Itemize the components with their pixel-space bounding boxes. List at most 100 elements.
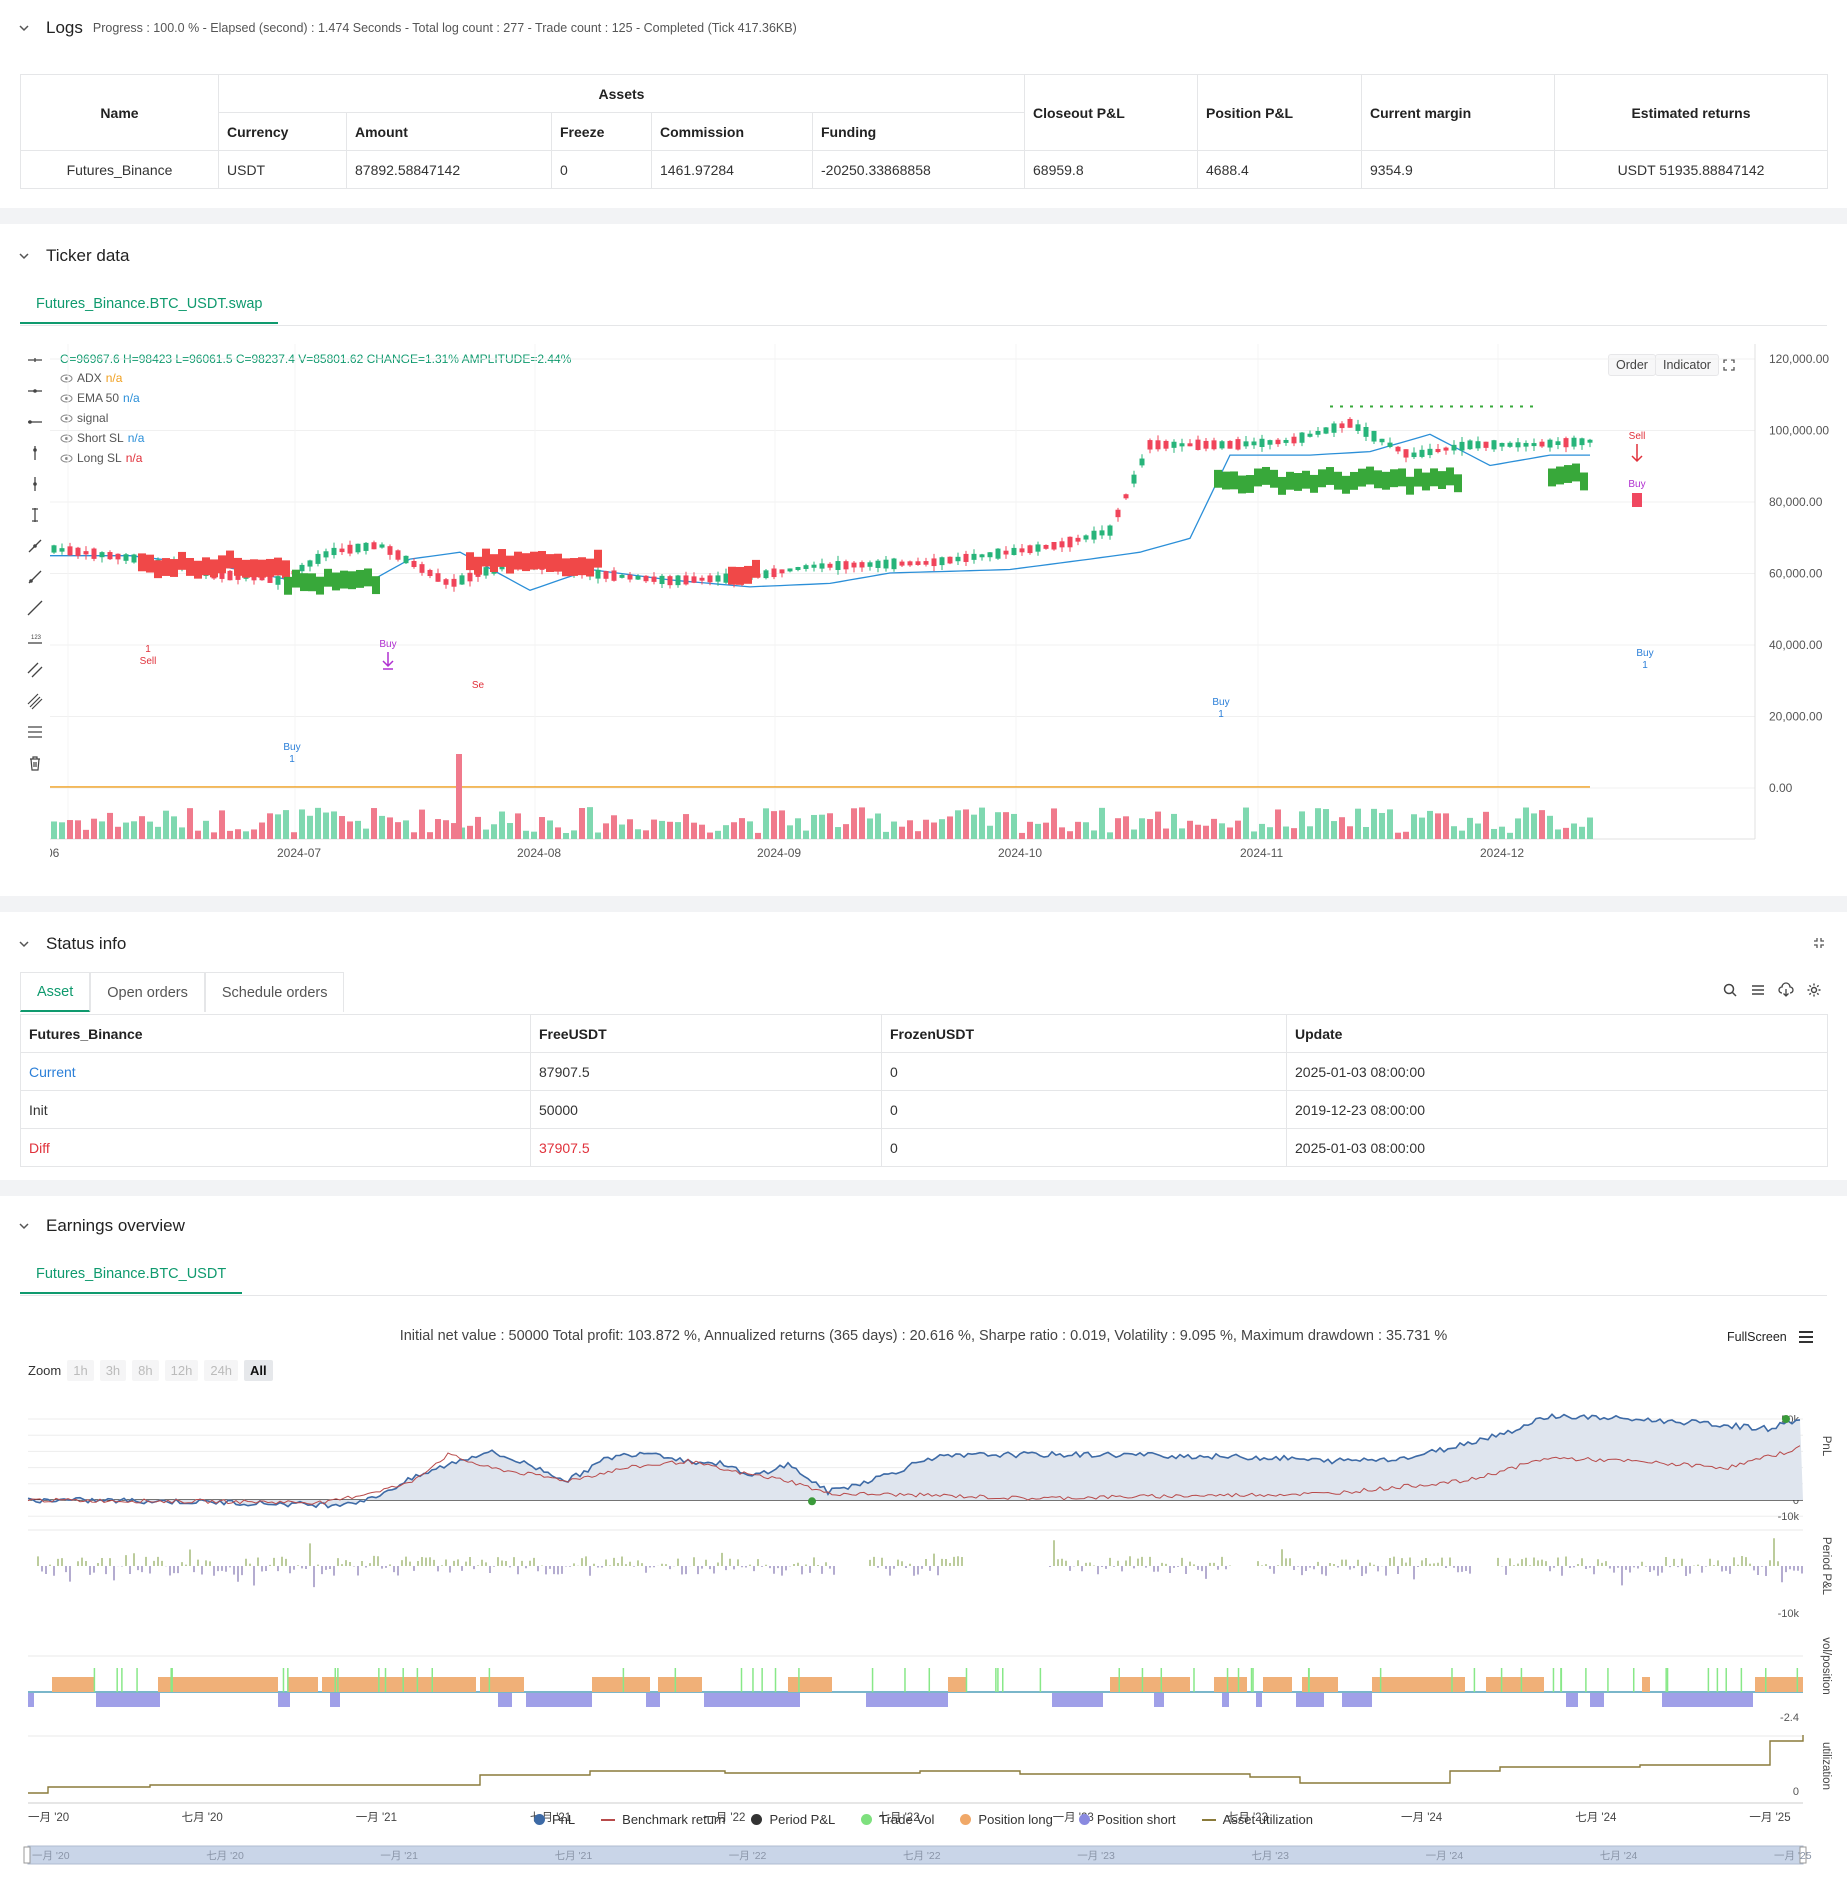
x-tick-label: 一月 '24 (1401, 1812, 1443, 1824)
zoom-24h[interactable]: 24h (204, 1360, 239, 1381)
volume-bar (419, 809, 425, 839)
tab-ticker-symbol[interactable]: Futures_Binance.BTC_USDT.swap (20, 286, 279, 324)
eye-icon[interactable] (60, 414, 73, 423)
extended-line-icon[interactable] (26, 599, 44, 617)
cell-margin: 9354.9 (1361, 150, 1555, 189)
fib-retracement-icon[interactable] (26, 723, 44, 741)
candle-body (723, 573, 729, 583)
chevron-down-icon[interactable] (18, 22, 30, 34)
zoom-3h[interactable]: 3h (99, 1360, 127, 1381)
logs-meta: Progress : 100.0 % - Elapsed (second) : … (92, 21, 797, 35)
volume-bar (1515, 818, 1521, 839)
volume-bar (363, 828, 369, 839)
candle-body (1195, 439, 1201, 450)
vertical-line-icon[interactable] (26, 444, 44, 462)
volume-bar (987, 825, 993, 839)
candle-body (1459, 441, 1465, 451)
zoom-12h[interactable]: 12h (164, 1360, 199, 1381)
measure-icon[interactable]: 123 (26, 630, 44, 648)
short-sl-block (578, 557, 586, 576)
candle-body (403, 555, 409, 564)
indicator-short-sl[interactable]: Short SL n/a (60, 431, 144, 445)
sl-dot (1330, 405, 1333, 408)
tab-open-orders[interactable]: Open orders (90, 972, 205, 1012)
volume-bar (1083, 822, 1089, 839)
ticker-header[interactable]: Ticker data (18, 242, 129, 270)
horizontal-ray-icon[interactable] (26, 413, 44, 431)
eye-icon[interactable] (60, 454, 73, 463)
sl-dot (1530, 405, 1533, 408)
volume-bar (699, 824, 705, 839)
volume-bar (1579, 826, 1585, 839)
sl-dot (1460, 405, 1463, 408)
search-icon[interactable] (1722, 982, 1738, 998)
legend-asset-util[interactable]: Asset utilization (1201, 1812, 1313, 1827)
zoom-all[interactable]: All (244, 1360, 273, 1381)
short-sl-block (586, 558, 594, 577)
indicator-ema50[interactable]: EMA 50 n/a (60, 391, 140, 405)
indicator-adx[interactable]: ADX n/a (60, 371, 122, 385)
parallel-channel-icon[interactable] (26, 661, 44, 679)
indicator-long-sl[interactable]: Long SL n/a (60, 451, 142, 465)
legend-label: PnL (552, 1812, 576, 1827)
candle-body (299, 564, 305, 572)
ray-line-icon[interactable] (26, 568, 44, 586)
signal-label: 1 (1642, 660, 1648, 671)
status-header[interactable]: Status info (18, 930, 126, 958)
volume-bar (835, 827, 841, 839)
indicator-signal[interactable]: signal (60, 411, 108, 425)
cloud-download-icon[interactable] (1778, 982, 1794, 998)
long-sl-block (1358, 468, 1366, 487)
volume-bar (971, 814, 977, 839)
legend-pnl[interactable]: PnL (534, 1812, 575, 1827)
trash-icon[interactable] (26, 754, 44, 772)
legend-benchmark[interactable]: Benchmark return (601, 1812, 725, 1827)
eye-icon[interactable] (60, 434, 73, 443)
candle-body (1219, 441, 1225, 449)
candlestick-chart[interactable]: 120,000.00100,000.0080,000.0060,000.0040… (50, 344, 1840, 864)
horizontal-line-icon[interactable] (26, 382, 44, 400)
fib-fan-icon[interactable] (26, 692, 44, 710)
gear-icon[interactable] (1806, 982, 1822, 998)
legend-position-short[interactable]: Position short (1078, 1812, 1176, 1827)
candle-body (899, 561, 905, 566)
signal-label: Buy (1636, 648, 1653, 659)
x-tick-label: 七月 '23 (1227, 1811, 1268, 1824)
legend-period-pnl[interactable]: Period P&L (751, 1812, 835, 1827)
volume-bar (683, 814, 689, 839)
vertical-segment-icon[interactable] (26, 475, 44, 493)
candle-body (435, 573, 441, 582)
signal-label: Se (472, 680, 485, 691)
candle-body (1555, 441, 1561, 445)
crosshair-icon[interactable] (26, 351, 44, 369)
eye-icon[interactable] (60, 374, 73, 383)
fullscreen-button[interactable]: FullScreen (1727, 1330, 1787, 1344)
zoom-1h[interactable]: 1h (67, 1360, 94, 1381)
list-icon[interactable] (1750, 982, 1766, 998)
price-range-icon[interactable] (26, 506, 44, 524)
legend-position-long[interactable]: Position long (960, 1812, 1053, 1827)
short-sl-block (282, 560, 290, 579)
expand-icon[interactable] (1722, 358, 1736, 372)
tab-schedule-orders[interactable]: Schedule orders (204, 972, 345, 1012)
chevron-down-icon[interactable] (18, 1220, 30, 1232)
volume-bar (1259, 823, 1265, 839)
eye-icon[interactable] (60, 394, 73, 403)
volume-bar (1099, 807, 1105, 839)
collapse-icon[interactable] (1812, 936, 1826, 950)
candle-body (667, 576, 673, 586)
menu-icon[interactable] (1798, 1329, 1814, 1345)
logs-header[interactable]: Logs Progress : 100.0 % - Elapsed (secon… (18, 14, 797, 42)
tab-asset[interactable]: Asset (20, 972, 91, 1012)
legend-trade-vol[interactable]: Trade Vol (861, 1812, 934, 1827)
volume-bar (827, 813, 833, 839)
trend-line-icon[interactable] (26, 537, 44, 555)
chevron-down-icon[interactable] (18, 250, 30, 262)
volume-bar (1555, 829, 1561, 839)
zoom-8h[interactable]: 8h (132, 1360, 159, 1381)
earnings-header[interactable]: Earnings overview (18, 1212, 185, 1240)
tab-earnings-symbol[interactable]: Futures_Binance.BTC_USDT (20, 1256, 243, 1294)
volume-bar (915, 831, 921, 839)
chevron-down-icon[interactable] (18, 938, 30, 950)
